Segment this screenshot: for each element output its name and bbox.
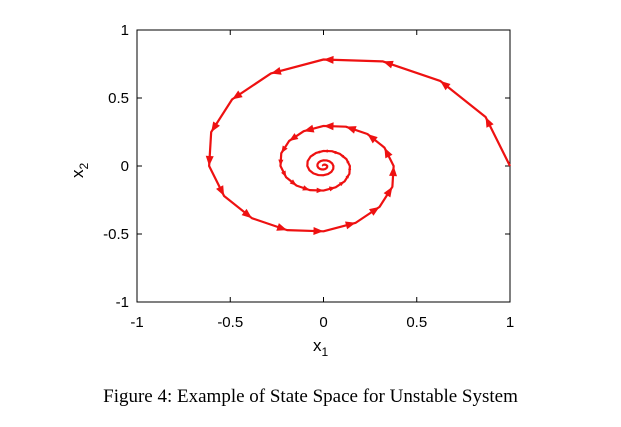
x-tick-label: -0.5 — [217, 314, 243, 331]
arrowhead-marker — [328, 186, 336, 192]
arrowhead-marker — [281, 170, 287, 178]
axis-ticks — [136, 29, 511, 303]
arrowhead-marker — [205, 155, 214, 166]
arrowhead-marker — [348, 166, 352, 171]
arrowhead-marker — [384, 147, 393, 159]
arrowhead-marker — [383, 186, 393, 198]
arrowhead-marker — [323, 149, 328, 153]
arrowhead-marker — [346, 159, 350, 164]
x-axis-label-base: x — [313, 336, 322, 355]
y-axis-label-sub: 2 — [77, 163, 91, 170]
arrowhead-marker — [241, 208, 252, 219]
arrowhead-marker — [440, 80, 451, 91]
spiral-line — [208, 58, 511, 233]
arrowhead-marker — [331, 150, 337, 155]
arrowhead-marker — [382, 60, 394, 69]
y-tick-label: 0 — [121, 158, 129, 175]
arrowhead-marker — [367, 134, 378, 144]
x-axis-label: x1 — [313, 336, 329, 359]
arrowhead-marker — [345, 173, 350, 179]
arrowhead-marker — [211, 121, 220, 133]
spiral-series — [205, 55, 511, 235]
plot-frame — [136, 29, 511, 303]
arrowhead-marker — [303, 124, 315, 133]
x-tick-label: 1 — [506, 314, 514, 331]
x-tick-label: 0.5 — [406, 314, 427, 331]
x-tick-label: -1 — [130, 314, 143, 331]
arrowhead-marker — [276, 223, 288, 231]
arrowhead-marker — [289, 179, 297, 186]
arrowhead-marker — [389, 166, 398, 177]
arrowhead-marker — [323, 122, 334, 131]
arrowhead-marker — [281, 145, 288, 154]
arrowhead-marker — [345, 221, 356, 230]
tick-labels: -1 -0.5 0 0.5 1 1 0.5 0 -0.5 -1 — [103, 22, 514, 331]
arrowhead-marker — [278, 159, 284, 166]
arrowhead-marker — [316, 187, 324, 194]
arrowhead-marker — [302, 185, 310, 191]
arrowhead-marker — [340, 153, 345, 158]
y-axis-label-base: x — [68, 169, 87, 178]
arrowhead-marker — [345, 126, 357, 134]
y-tick-label: 1 — [121, 22, 129, 39]
arrowhead-marker — [216, 185, 225, 197]
y-tick-label: -1 — [116, 294, 129, 311]
y-tick-label: -0.5 — [103, 226, 129, 243]
arrowhead-marker — [338, 181, 345, 187]
arrowhead-marker — [323, 55, 334, 64]
x-tick-label: 0 — [319, 314, 327, 331]
x-axis-label-sub: 1 — [322, 345, 329, 359]
arrowhead-marker — [485, 117, 494, 128]
arrowhead-marker — [316, 150, 321, 154]
y-axis-label: x2 — [68, 163, 91, 179]
arrowhead-marker — [369, 206, 380, 216]
state-space-figure: -1 -0.5 0 0.5 110.50-0.5-1 x1 x2 — [68, 22, 514, 359]
arrowhead-marker — [270, 67, 282, 75]
y-tick-label: 0.5 — [108, 90, 129, 107]
y-axis-label-group: x2 — [68, 163, 91, 179]
figure-caption: Figure 4: Example of State Space for Uns… — [103, 386, 518, 407]
arrowhead-marker — [310, 153, 315, 157]
arrowhead-marker — [289, 133, 299, 141]
arrowhead-marker — [232, 90, 243, 100]
arrowhead-marker — [313, 226, 324, 235]
